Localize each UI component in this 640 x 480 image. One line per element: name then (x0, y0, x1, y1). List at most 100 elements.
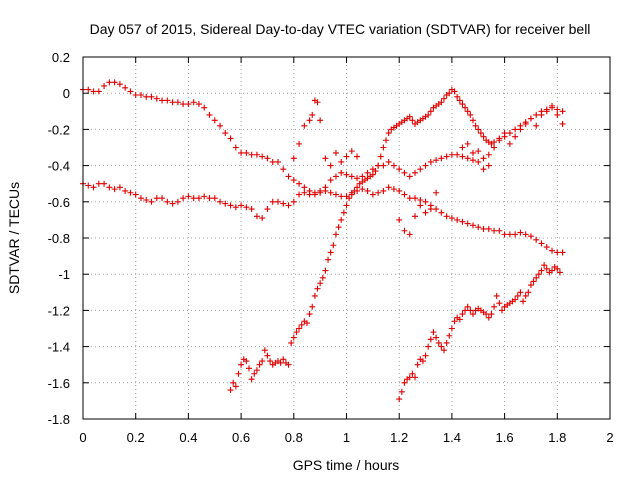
data-point (180, 101, 187, 108)
data-point (430, 329, 437, 336)
data-point (327, 249, 334, 256)
data-point (322, 187, 329, 194)
data-point (488, 311, 495, 318)
data-point (469, 157, 476, 164)
data-point (475, 158, 482, 165)
data-point (343, 171, 350, 178)
data-point (475, 126, 482, 133)
data-point (448, 215, 455, 222)
x-tick-label: 0.8 (285, 430, 303, 445)
data-point (206, 111, 213, 118)
data-point (409, 370, 416, 377)
data-point (427, 158, 434, 165)
data-point (549, 247, 556, 254)
data-point (354, 153, 361, 160)
data-point (309, 303, 316, 310)
data-point (493, 292, 500, 299)
data-point (290, 155, 297, 162)
data-point (190, 195, 197, 202)
x-tick-label: 0.4 (179, 430, 197, 445)
data-point (443, 153, 450, 160)
data-point (325, 256, 332, 263)
data-point (235, 370, 242, 377)
data-point (514, 292, 521, 299)
data-point (427, 206, 434, 213)
data-point (454, 216, 461, 223)
data-point (459, 311, 466, 318)
data-point (190, 99, 197, 106)
data-point (475, 224, 482, 231)
data-point (253, 367, 260, 374)
data-point (348, 173, 355, 180)
data-point (427, 336, 434, 343)
data-point (543, 108, 550, 115)
data-point (485, 162, 492, 169)
data-point (274, 158, 281, 165)
data-point (496, 227, 503, 234)
data-point (412, 374, 419, 381)
data-point (164, 198, 171, 205)
data-point (354, 175, 361, 182)
data-point (185, 193, 192, 200)
data-point (527, 233, 534, 240)
data-point (383, 137, 390, 144)
data-point (512, 231, 519, 238)
y-tick-labels: 0.2 0 -0.2 -0.4 -0.6 -0.8 -1 -1.2 -1.4 -1.6 -1.8 (48, 50, 70, 427)
data-point (464, 220, 471, 227)
data-point (285, 202, 292, 209)
data-point (472, 122, 479, 129)
data-point (538, 240, 545, 247)
data-point (438, 209, 445, 216)
data-point (438, 343, 445, 350)
data-point (501, 231, 508, 238)
data-point (448, 151, 455, 158)
data-point (296, 140, 303, 147)
data-point (238, 361, 245, 368)
data-point (480, 133, 487, 140)
data-point (101, 180, 108, 187)
data-point (90, 184, 97, 191)
data-point (164, 97, 171, 104)
data-point (385, 158, 392, 165)
data-point (332, 191, 339, 198)
data-point (232, 144, 239, 151)
data-point (153, 95, 160, 102)
data-point (311, 191, 318, 198)
data-point (338, 169, 345, 176)
data-point (477, 130, 484, 137)
data-point (159, 97, 166, 104)
data-point (380, 187, 387, 194)
data-point (417, 202, 424, 209)
data-point (211, 195, 218, 202)
data-point (293, 329, 300, 336)
data-point (480, 225, 487, 232)
data-point (288, 339, 295, 346)
data-point (243, 149, 250, 156)
y-tick-label: -0.6 (48, 195, 70, 210)
data-point (422, 209, 429, 216)
data-point (438, 155, 445, 162)
data-point (401, 227, 408, 234)
data-point (343, 153, 350, 160)
data-point (448, 325, 455, 332)
data-point (485, 151, 492, 158)
data-point (522, 231, 529, 238)
data-point (533, 274, 540, 281)
data-point (464, 140, 471, 147)
data-point (491, 144, 498, 151)
data-point (433, 157, 440, 164)
data-point (422, 352, 429, 359)
data-point (401, 379, 408, 386)
data-point (406, 374, 413, 381)
data-point (440, 347, 447, 354)
data-point (412, 213, 419, 220)
data-point (372, 168, 379, 175)
data-point (543, 265, 550, 272)
data-point (454, 151, 461, 158)
data-point (301, 184, 308, 191)
chart-title: Day 057 of 2015, Sidereal Day-to-day VTE… (90, 21, 591, 37)
data-point (459, 153, 466, 160)
data-point (322, 267, 329, 274)
data-point (377, 153, 384, 160)
